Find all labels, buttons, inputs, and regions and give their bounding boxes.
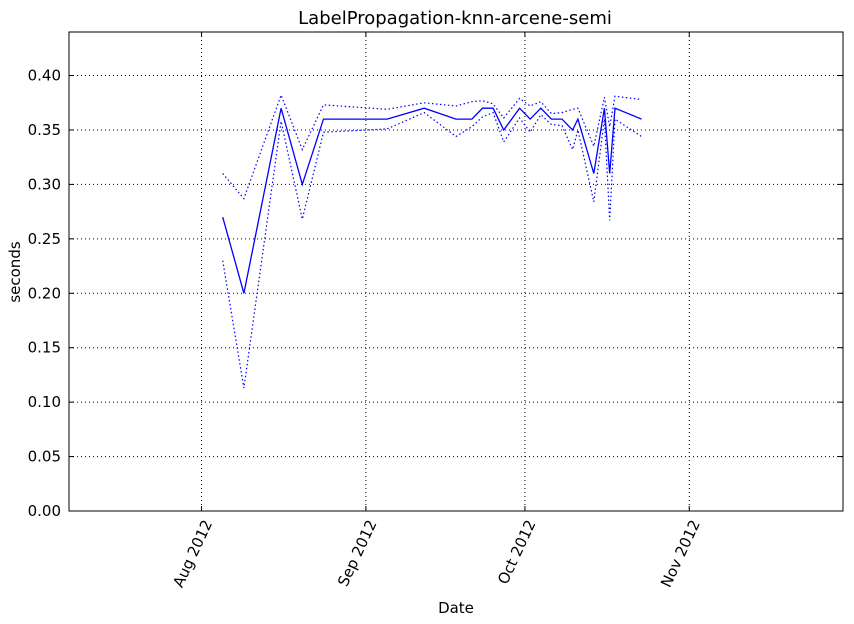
- axis-ticks: 0.00 0.05 0.10 0.15 0.20 0.25 0.30 0.35 0.40 Aug …: [28, 32, 843, 590]
- grid-lines: [69, 32, 843, 511]
- x-tick-label: Nov 2012: [657, 517, 704, 590]
- y-tick-label: 0.00: [28, 502, 61, 520]
- plot-frame: [68, 31, 844, 512]
- y-tick-label: 0.15: [28, 339, 61, 357]
- y-axis-title: seconds: [6, 241, 24, 302]
- y-tick-label: 0.05: [28, 448, 61, 466]
- y-tick-label: 0.25: [28, 230, 61, 248]
- bound-line-2: [222, 111, 642, 389]
- series-layer: [222, 93, 642, 389]
- chart-title: LabelPropagation-knn-arcene-semi: [298, 8, 612, 29]
- y-tick-label: 0.20: [28, 284, 61, 302]
- x-tick-label: Aug 2012: [169, 517, 216, 590]
- y-tick-label: 0.35: [28, 121, 61, 139]
- mean-line: [222, 107, 642, 294]
- y-tick-label: 0.30: [28, 175, 61, 193]
- x-tick-label: Sep 2012: [334, 517, 380, 589]
- y-tick-label: 0.40: [28, 67, 61, 85]
- bound-line-1: [222, 93, 642, 200]
- x-axis-title: Date: [438, 599, 474, 617]
- y-tick-label: 0.10: [28, 393, 61, 411]
- x-tick-label: Oct 2012: [494, 517, 539, 587]
